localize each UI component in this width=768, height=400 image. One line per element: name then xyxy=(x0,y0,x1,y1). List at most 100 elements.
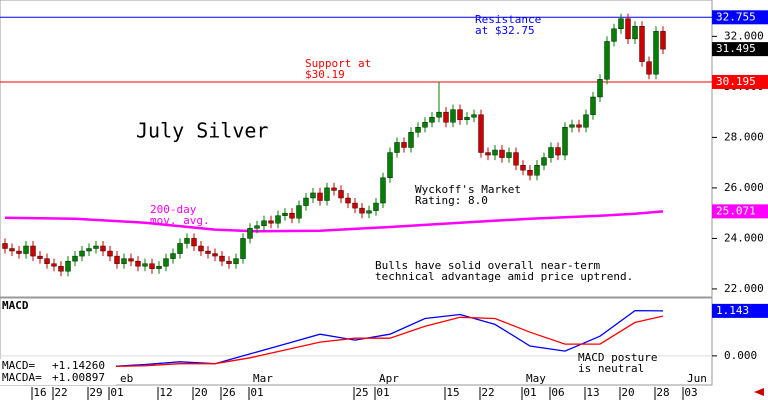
macd-panel xyxy=(0,297,713,386)
candle-body xyxy=(450,109,456,123)
candle-body xyxy=(51,263,57,267)
candle-body xyxy=(170,253,176,259)
x-tick-label: 26 xyxy=(222,386,235,399)
candle-body xyxy=(247,228,253,239)
annotation: Bulls have solid overall near-term xyxy=(375,259,601,272)
candle-body xyxy=(303,197,309,206)
legend-readout: +1.00897 xyxy=(52,371,105,384)
x-tick-label: 29 xyxy=(89,386,102,399)
candle-body xyxy=(296,205,302,219)
candle-body xyxy=(9,248,15,252)
legend-name: MACDA= xyxy=(2,371,42,384)
legend-name: MACD= xyxy=(2,359,35,372)
candle-body xyxy=(548,147,554,158)
overlay-name: 200-day xyxy=(150,203,197,216)
overlay-name: mov. avg. xyxy=(150,214,210,227)
candle-body xyxy=(485,152,491,156)
x-tick-label: 25 xyxy=(355,386,368,399)
candle-body xyxy=(443,111,449,123)
y-tick-label: 24.000 xyxy=(724,231,764,244)
legend-readout: +1.14260 xyxy=(52,359,105,372)
last-price-label: 31.495 xyxy=(716,42,756,55)
candle-body xyxy=(261,220,267,226)
candle-body xyxy=(513,152,519,166)
candle-body xyxy=(618,18,624,29)
candle-body xyxy=(30,245,36,257)
candle-body xyxy=(401,142,407,148)
candle-body xyxy=(408,132,414,148)
x-tick-label: 22 xyxy=(481,386,494,399)
candle-body xyxy=(478,114,484,153)
candle-body xyxy=(660,31,666,50)
candle-body xyxy=(240,238,246,259)
readout-bg xyxy=(0,359,116,385)
candle-body xyxy=(44,258,50,264)
candle-body xyxy=(352,202,358,209)
macd-last-box xyxy=(712,303,768,318)
candle-body xyxy=(527,170,533,176)
candle-body xyxy=(653,31,659,75)
x-tick-label: 01 xyxy=(110,386,123,399)
candle-body xyxy=(604,41,610,80)
candle-body xyxy=(205,250,211,254)
month-label: Apr xyxy=(379,372,399,385)
annotation: Wyckoff's Market xyxy=(415,183,521,196)
annotation: technical advantage amid price uptrend. xyxy=(375,270,633,283)
x-tick-label: 12 xyxy=(159,386,172,399)
candle-body xyxy=(373,202,379,211)
level-note: Resistance xyxy=(475,13,541,26)
candle-body xyxy=(93,245,99,249)
candle-body xyxy=(86,248,92,252)
candle-body xyxy=(611,28,617,42)
candle-body xyxy=(562,127,568,156)
candle-body xyxy=(23,245,29,254)
candle-body xyxy=(198,245,204,252)
candle-body xyxy=(72,255,78,262)
candle-body xyxy=(282,212,288,216)
last-price-box xyxy=(712,42,768,57)
price-panel xyxy=(0,0,713,298)
annotation: MACD posture xyxy=(578,351,657,364)
candle-body xyxy=(219,255,225,262)
candle-body xyxy=(464,116,470,120)
level-label: 32.755 xyxy=(716,10,756,23)
macd-title: MACD xyxy=(2,299,29,312)
x-tick-label: 16 xyxy=(33,386,46,399)
candle-body xyxy=(366,210,372,214)
candle-body xyxy=(107,250,113,257)
candle-body xyxy=(191,238,197,247)
x-tick-label: 28 xyxy=(656,386,669,399)
candle-body xyxy=(520,164,526,171)
x-tick-label: 03 xyxy=(684,386,697,399)
candle-body xyxy=(142,263,148,267)
annotation: Rating: 8.0 xyxy=(415,194,488,207)
chart-title: July Silver xyxy=(136,119,268,143)
candle-body xyxy=(58,265,64,272)
candle-body xyxy=(646,61,652,75)
candle-body xyxy=(156,265,162,269)
candle-body xyxy=(436,111,442,118)
candle-body xyxy=(429,116,435,123)
level-note: $30.19 xyxy=(305,68,345,81)
candle-body xyxy=(639,26,645,62)
candle-body xyxy=(121,258,127,264)
x-tick-label: 13 xyxy=(586,386,599,399)
candle-body xyxy=(492,149,498,156)
macd-last-label: 1.143 xyxy=(716,304,749,317)
candle-body xyxy=(590,96,596,115)
candle-body xyxy=(2,243,8,249)
candle-body xyxy=(324,187,330,201)
level-note: Support at xyxy=(305,57,371,70)
candle-body xyxy=(114,255,120,264)
candle-body xyxy=(632,26,638,40)
candle-body xyxy=(16,250,22,254)
y-tick-label: 32.000 xyxy=(724,29,764,42)
candle-body xyxy=(163,258,169,267)
candle-body xyxy=(422,122,428,128)
month-label: Jun xyxy=(687,372,707,385)
candle-body xyxy=(100,245,106,252)
candle-body xyxy=(128,258,134,262)
candle-body xyxy=(338,190,344,199)
annotation: is neutral xyxy=(578,362,644,375)
